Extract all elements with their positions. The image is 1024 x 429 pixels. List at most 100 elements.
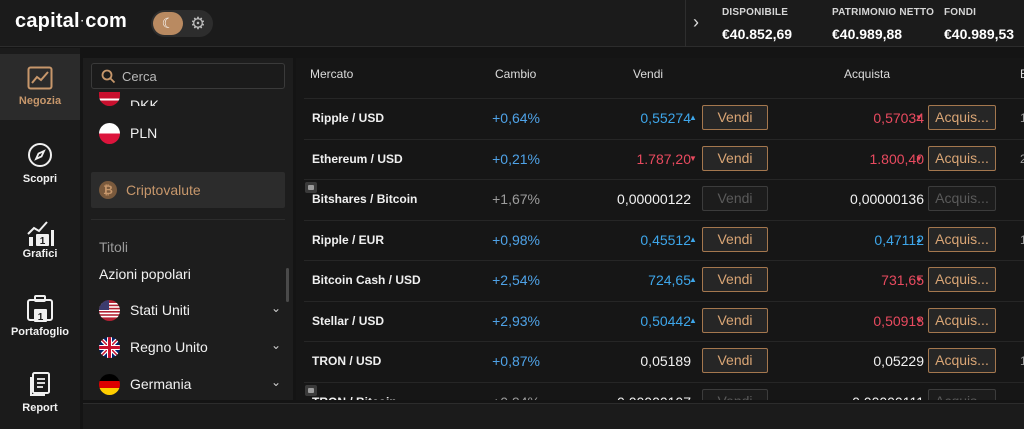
buy-button[interactable]: Acquis... bbox=[928, 348, 996, 373]
panel-scrollbar[interactable] bbox=[286, 268, 289, 302]
top-bar: capital·com ☾ ⚙ › DISPONIBILE €40.852,69… bbox=[0, 0, 1024, 47]
market-name[interactable]: Ripple / EUR bbox=[312, 232, 385, 247]
category-crypto[interactable]: ₿ Criptovalute bbox=[91, 172, 285, 208]
change-value: +0,21% bbox=[492, 150, 540, 167]
svg-text:1: 1 bbox=[40, 236, 46, 247]
sell-button[interactable]: Vendi bbox=[702, 186, 768, 211]
markets-table: Mercato Cambio Vendi Acquista E Ripple /… bbox=[296, 58, 1024, 400]
table-row[interactable]: Stellar / USD +2,93% 0,50442 ▲ Vendi 0,50913 ▼… bbox=[304, 300, 1024, 341]
compass-icon bbox=[28, 143, 52, 167]
sell-button[interactable]: Vendi bbox=[702, 226, 768, 252]
arrow-up-icon: ▲ bbox=[689, 275, 697, 284]
change-value: +1,67% bbox=[492, 191, 540, 207]
column-header-market[interactable]: Mercato bbox=[310, 67, 354, 81]
country-item-germany[interactable]: Germania ⌄ bbox=[99, 372, 281, 396]
market-name[interactable]: Stellar / USD bbox=[312, 313, 385, 328]
buy-button[interactable]: Acquis... bbox=[928, 105, 996, 130]
uk-flag-icon bbox=[99, 336, 120, 358]
change-value: +2,54% bbox=[492, 272, 540, 288]
country-item-uk[interactable]: Regno Unito ⌄ bbox=[99, 335, 281, 359]
change-value: +0,98% bbox=[492, 231, 540, 248]
buy-button[interactable]: Acquis... bbox=[928, 267, 996, 292]
arrow-up-icon: ▲ bbox=[689, 234, 697, 244]
brand-logo[interactable]: capital·com bbox=[15, 10, 128, 32]
currency-item-dkk[interactable]: DKK bbox=[99, 92, 159, 106]
buy-button[interactable]: Acquis... bbox=[928, 226, 996, 252]
table-row[interactable]: TRON / USD +0,87% 0,05189 Vendi 0,05229 Acqui… bbox=[304, 341, 1024, 381]
market-name[interactable]: TRON / USD bbox=[312, 354, 382, 368]
nav-item-discover[interactable]: Scopri bbox=[0, 142, 80, 185]
arrow-up-icon: ▲ bbox=[915, 234, 923, 244]
column-header-change[interactable]: Cambio bbox=[495, 67, 537, 81]
sell-button[interactable]: Vendi bbox=[702, 267, 768, 292]
buy-price: 0,47112 bbox=[874, 231, 924, 248]
table-row[interactable]: Ethereum / USD +0,21% 1.787,20 ▼ Vendi 1.800,… bbox=[304, 138, 1024, 179]
account-available: DISPONIBILE €40.852,69 bbox=[722, 7, 793, 42]
search-input[interactable] bbox=[122, 67, 277, 85]
denmark-flag-icon bbox=[99, 92, 120, 106]
search-icon bbox=[101, 69, 116, 84]
nav-item-portfolio[interactable]: 1 Portafoglio bbox=[0, 294, 80, 338]
sell-button[interactable]: Vendi bbox=[702, 348, 768, 373]
table-row[interactable]: Bitshares / Bitcoin +1,67% 0,00000122 Vendi… bbox=[304, 179, 1024, 219]
table-row[interactable]: Bitcoin Cash / USD +2,54% 724,65 ▲ Vendi 731,… bbox=[304, 260, 1024, 300]
chevron-down-icon[interactable]: ⌄ bbox=[270, 301, 281, 315]
table-header: Mercato Cambio Vendi Acquista E bbox=[296, 58, 1024, 98]
buy-price: 731,65 bbox=[881, 272, 924, 288]
market-name[interactable]: Bitshares / Bitcoin bbox=[312, 192, 418, 206]
nav-item-report[interactable]: Report bbox=[0, 371, 80, 414]
table-row[interactable]: Ripple / EUR +0,98% 0,45512 ▲ Vendi 0,47112 ▲ A… bbox=[304, 219, 1024, 260]
change-value: +0,94% bbox=[492, 394, 540, 401]
extra-column-value: 1 bbox=[1020, 111, 1024, 125]
buy-button[interactable]: Acquis... bbox=[928, 145, 996, 171]
us-flag-icon bbox=[99, 299, 120, 321]
trade-chart-icon bbox=[27, 66, 53, 90]
market-name[interactable]: Bitcoin Cash / USD bbox=[312, 273, 421, 287]
arrow-down-icon: ▼ bbox=[915, 275, 923, 284]
market-category-panel: DKK PLN ₿ Criptovalute Titoli Azioni pop… bbox=[83, 58, 293, 400]
extra-column-value: 1 bbox=[1020, 354, 1024, 368]
buy-button[interactable]: Acquis... bbox=[928, 388, 996, 400]
section-title-stocks: Titoli bbox=[99, 239, 129, 255]
sell-button[interactable]: Vendi bbox=[702, 145, 768, 171]
market-name[interactable]: TRON / Bitcoin bbox=[312, 395, 397, 401]
sell-button[interactable]: Vendi bbox=[702, 307, 768, 333]
search-box[interactable] bbox=[91, 63, 285, 89]
country-item-us[interactable]: Stati Uniti ⌄ bbox=[99, 298, 281, 322]
buy-price: 0,57034 bbox=[873, 110, 924, 126]
divider bbox=[685, 0, 686, 47]
buy-price: 0,50913 bbox=[873, 312, 924, 329]
sell-price: 0,00000122 bbox=[617, 191, 691, 207]
buy-button[interactable]: Acquis... bbox=[928, 186, 996, 211]
chevron-down-icon[interactable]: ⌄ bbox=[270, 338, 281, 352]
change-value: +2,93% bbox=[492, 312, 540, 329]
column-header-sell[interactable]: Vendi bbox=[633, 67, 664, 81]
currency-item-pln[interactable]: PLN bbox=[99, 122, 157, 144]
bitcoin-icon: ₿ bbox=[99, 181, 117, 199]
chevron-right-icon[interactable]: › bbox=[693, 12, 699, 32]
table-row[interactable]: Ripple / USD +0,64% 0,55274 ▲ Vendi 0,57034 ▼ A… bbox=[304, 98, 1024, 138]
category-popular-stocks[interactable]: Azioni popolari bbox=[99, 266, 191, 282]
column-header-buy[interactable]: Acquista bbox=[844, 67, 891, 81]
sell-price: 0,55274 bbox=[640, 110, 691, 126]
arrow-down-icon: ▼ bbox=[915, 153, 923, 163]
nav-item-trade[interactable]: Negozia bbox=[0, 54, 80, 120]
column-header-extra: E bbox=[1020, 67, 1024, 81]
sell-button[interactable]: Vendi bbox=[702, 105, 768, 130]
table-row[interactable]: TRON / Bitcoin +0,94% 0,00000107 Vendi 0,000… bbox=[304, 381, 1024, 401]
nav-item-charts[interactable]: 1 Grafici bbox=[0, 218, 80, 260]
theme-toggle[interactable]: ☾ ⚙ bbox=[151, 10, 213, 37]
account-funds: FONDI €40.989,53 bbox=[944, 7, 1015, 42]
sell-button[interactable]: Vendi bbox=[702, 388, 768, 400]
germany-flag-icon bbox=[99, 373, 120, 395]
arrow-up-icon: ▲ bbox=[689, 113, 697, 122]
gear-icon[interactable]: ⚙ bbox=[190, 14, 206, 33]
market-name[interactable]: Ethereum / USD bbox=[312, 151, 403, 166]
bottom-bar bbox=[83, 403, 1024, 429]
market-name[interactable]: Ripple / USD bbox=[312, 111, 385, 125]
buy-button[interactable]: Acquis... bbox=[928, 307, 996, 333]
chevron-down-icon[interactable]: ⌄ bbox=[270, 375, 281, 389]
buy-price: 0,05229 bbox=[873, 353, 924, 369]
sell-price: 0,45512 bbox=[640, 231, 691, 248]
sell-price: 724,65 bbox=[648, 272, 691, 288]
